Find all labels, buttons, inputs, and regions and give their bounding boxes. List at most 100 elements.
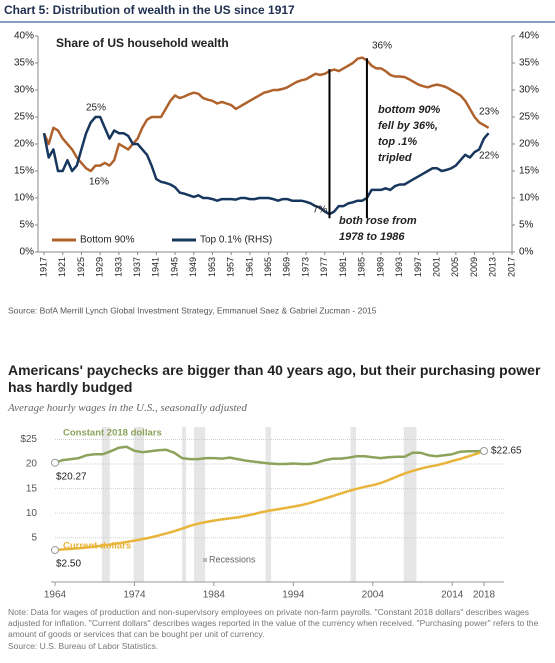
value-label: $22.65 xyxy=(491,446,522,457)
x-tick-label: 1977 xyxy=(319,257,329,277)
y2-tick-label: 25% xyxy=(519,112,539,123)
y2-tick-label: 30% xyxy=(519,85,539,96)
x-tick-label: 1933 xyxy=(113,257,123,277)
x-tick-label: 1957 xyxy=(226,257,236,277)
x-tick-label: 1961 xyxy=(244,257,254,277)
recession-key xyxy=(203,558,207,562)
legend-label: Bottom 90% xyxy=(80,235,135,246)
y-tick-label: 5% xyxy=(20,220,35,231)
annotation: 22% xyxy=(479,151,499,162)
x-tick-label: 2001 xyxy=(431,257,441,277)
y2-tick-label: 0% xyxy=(519,247,534,258)
chart-title: Americans' paychecks are bigger than 40 … xyxy=(8,362,541,395)
recession-band xyxy=(182,427,187,582)
x-tick-label: 1984 xyxy=(203,590,226,601)
x-tick-label: 1964 xyxy=(44,590,67,601)
note-text: tripled xyxy=(378,152,412,164)
x-tick-label: 1981 xyxy=(338,257,348,277)
x-tick-label: 2014 xyxy=(441,590,464,601)
x-tick-label: 1925 xyxy=(76,257,86,277)
end-point xyxy=(480,447,488,456)
recession-band xyxy=(350,427,357,582)
source: Source: U.S. Bureau of Labor Statistics. xyxy=(8,641,159,651)
note-text: bottom 90% xyxy=(378,104,441,116)
recession-band xyxy=(194,427,206,582)
x-tick-label: 1969 xyxy=(282,257,292,277)
value-label: $2.50 xyxy=(56,559,81,570)
recession-band xyxy=(101,427,110,582)
series-label: Current dollars xyxy=(63,541,131,552)
note-text: top .1% xyxy=(378,136,417,148)
x-tick-label: 1953 xyxy=(207,257,217,277)
y-tick-label: 20% xyxy=(14,139,34,150)
y2-tick-label: 40% xyxy=(519,31,539,42)
x-tick-label: 1917 xyxy=(38,257,48,277)
y2-tick-label: 10% xyxy=(519,193,539,204)
y-tick-label: $25 xyxy=(20,434,37,445)
x-tick-label: 1985 xyxy=(357,257,367,277)
note-text: fell by 36%, xyxy=(378,120,438,132)
chart-title: Chart 5: Distribution of wealth in the U… xyxy=(4,3,295,17)
end-point xyxy=(51,458,59,467)
note-text: 1978 to 1986 xyxy=(339,231,405,243)
y2-tick-label: 5% xyxy=(519,220,534,231)
x-tick-label: 2005 xyxy=(450,257,460,277)
series-line xyxy=(42,115,490,216)
annotation: 7% xyxy=(313,205,328,216)
recession-band xyxy=(133,427,144,582)
y-tick-label: 25% xyxy=(14,112,34,123)
x-tick-label: 1929 xyxy=(95,257,105,277)
y-tick-label: 15% xyxy=(14,166,34,177)
x-tick-label: 2004 xyxy=(362,590,385,601)
y-tick-label: 15 xyxy=(26,483,38,494)
series-line xyxy=(54,445,485,466)
x-tick-label: 1921 xyxy=(57,257,67,277)
x-tick-label: 1993 xyxy=(394,257,404,277)
series-line xyxy=(42,56,490,173)
annotation: 25% xyxy=(86,103,106,114)
y-tick-label: 5 xyxy=(31,532,37,543)
y-tick-label: 10 xyxy=(26,508,38,519)
y-tick-label: 10% xyxy=(14,193,34,204)
y-tick-label: 0% xyxy=(20,247,35,258)
y-tick-label: 40% xyxy=(14,31,34,42)
y2-tick-label: 15% xyxy=(519,166,539,177)
series-line xyxy=(54,449,485,552)
x-tick-label: 1997 xyxy=(413,257,423,277)
y-tick-label: 20 xyxy=(26,459,38,470)
recession-band xyxy=(265,427,272,582)
chart-subtitle: Average hourly wages in the U.S., season… xyxy=(8,402,247,414)
y-tick-label: 30% xyxy=(14,85,34,96)
x-tick-label: 1989 xyxy=(375,257,385,277)
x-tick-label: 1945 xyxy=(169,257,179,277)
end-point xyxy=(51,546,59,555)
annotation: 16% xyxy=(89,177,109,188)
recession-label: Recessions xyxy=(209,554,256,564)
annotation: 23% xyxy=(479,107,499,118)
x-tick-label: 2013 xyxy=(488,257,498,277)
x-tick-label: 2017 xyxy=(506,257,516,277)
y-tick-label: 35% xyxy=(14,58,34,69)
series-label: Constant 2018 dollars xyxy=(63,428,162,439)
x-tick-label: 2009 xyxy=(469,257,479,277)
x-tick-label: 1949 xyxy=(188,257,198,277)
x-tick-label: 1937 xyxy=(132,257,142,277)
note: Note: Data for wages of production and n… xyxy=(8,607,539,639)
y2-tick-label: 35% xyxy=(519,58,539,69)
value-label: $20.27 xyxy=(56,471,87,482)
y2-tick-label: 20% xyxy=(519,139,539,150)
legend-label: Top 0.1% (RHS) xyxy=(200,235,272,246)
x-tick-label: 1941 xyxy=(151,257,161,277)
x-tick-label: 1973 xyxy=(300,257,310,277)
x-tick-label: 1965 xyxy=(263,257,273,277)
source: Source: BofA Merrill Lynch Global Invest… xyxy=(8,305,377,315)
annotation: 36% xyxy=(372,41,392,52)
chart-subtitle: Share of US household wealth xyxy=(56,36,229,50)
recession-band xyxy=(403,427,417,582)
x-tick-label: 1994 xyxy=(282,590,305,601)
note-text: both rose from xyxy=(339,215,417,227)
x-tick-label: 1974 xyxy=(123,590,146,601)
x-tick-label: 2018 xyxy=(473,590,496,601)
